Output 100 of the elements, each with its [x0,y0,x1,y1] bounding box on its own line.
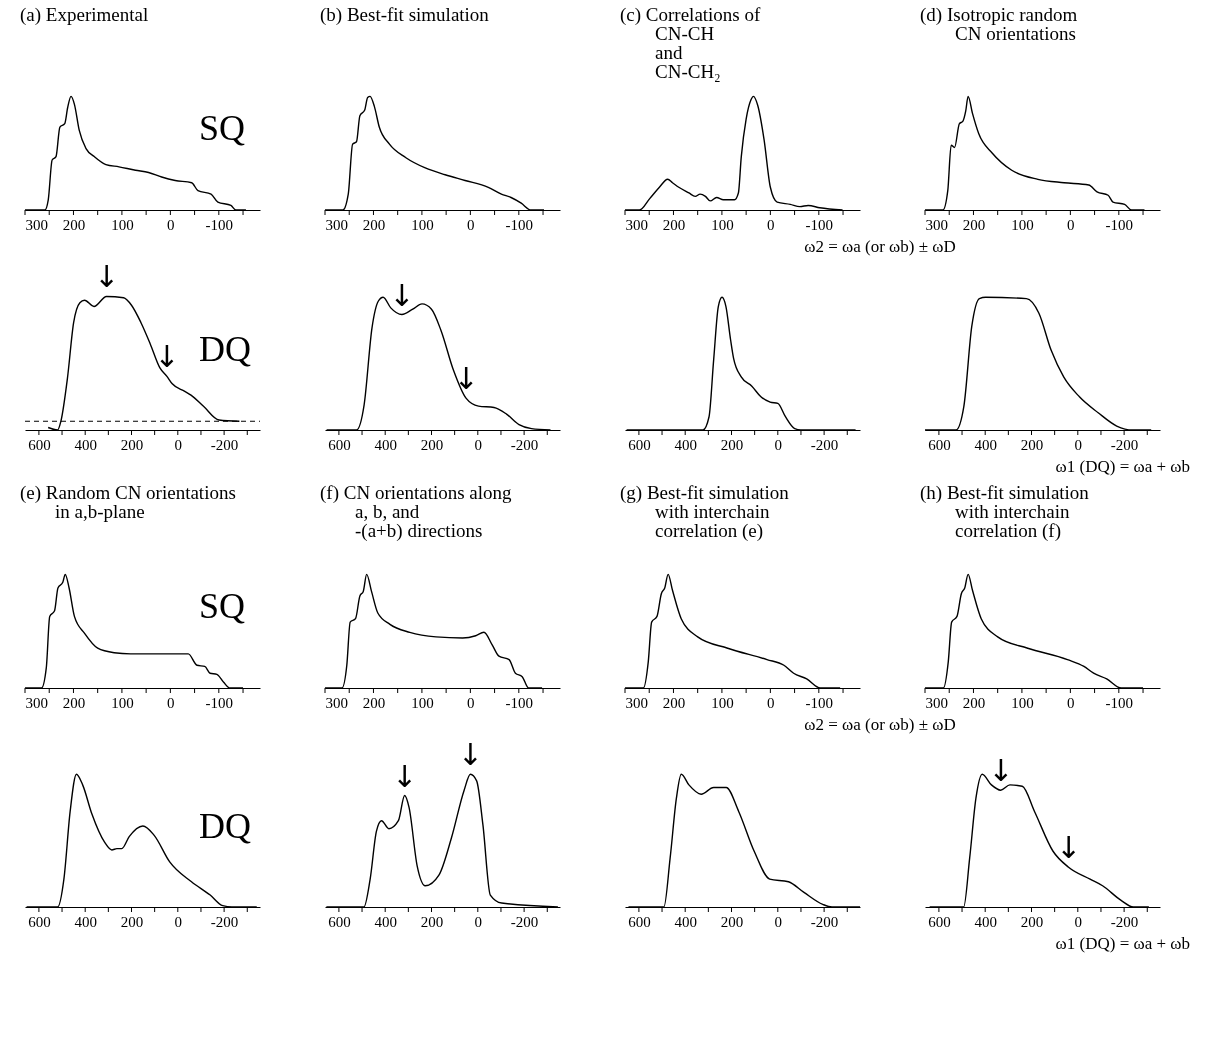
x-tick-label: 400 [674,436,697,453]
chart-title: (a) Experimental [20,4,149,26]
x-axis-title: ω1 (DQ) = ωa + ωb [1055,934,1190,953]
x-tick-label: 600 [628,436,651,453]
x-tick-label: -100 [205,694,234,711]
x-tick-label: -200 [210,436,239,453]
x-tick-label: 0 [167,216,175,233]
x-tick-label: 300 [325,694,348,711]
x-tick-label: 0 [1067,216,1075,233]
x-tick-label: 400 [374,913,397,930]
x-tick-label: 400 [674,913,697,930]
x-tick-label: 300 [925,694,948,711]
annotation: ↓ [389,277,415,313]
x-tick-label: 600 [328,913,351,930]
annotation: ↓ [1055,830,1082,866]
x-tick-label: 200 [420,913,444,930]
x-tick-label: 0 [467,216,475,233]
x-tick-label: 0 [774,913,783,930]
x-tick-label: 200 [720,913,744,930]
x-tick-label: 300 [25,694,48,711]
x-tick-label: 0 [767,216,775,233]
x-tick-label: 0 [1067,694,1075,711]
x-axis-title: ω1 (DQ) = ωa + ωb [1055,457,1190,476]
x-tick-label: 100 [1011,216,1034,233]
annotation: SQ [198,107,245,148]
x-tick-label: 300 [925,216,948,233]
chart-title: (d) Isotropic random CN orientations [920,4,1078,44]
x-tick-label: 100 [411,216,434,233]
annotation: DQ [198,805,251,846]
x-tick-label: 200 [62,694,86,711]
x-tick-label: 200 [362,694,386,711]
x-axis-title: ω2 = ωa (or ωb) ± ωD [804,237,956,256]
annotation: ↓ [93,259,120,295]
x-tick-label: -100 [505,694,534,711]
x-tick-label: 0 [1074,913,1083,930]
x-tick-label: -200 [810,913,839,930]
annotation: SQ [198,585,245,626]
x-tick-label: -200 [810,436,839,453]
x-tick-label: 400 [74,436,97,453]
x-tick-label: 200 [1020,436,1044,453]
x-tick-label: 100 [711,694,734,711]
x-tick-label: -100 [805,216,834,233]
x-tick-label: 200 [62,216,86,233]
x-tick-label: 0 [174,913,183,930]
x-tick-label: -200 [510,436,539,453]
x-tick-label: 0 [1074,436,1083,453]
x-tick-label: 200 [962,216,986,233]
annotation: ↓ [988,753,1014,789]
x-tick-label: 600 [628,913,651,930]
x-tick-label: 100 [1011,694,1034,711]
x-tick-label: 200 [962,694,986,711]
x-tick-label: 100 [711,216,734,233]
x-tick-label: 0 [767,694,775,711]
annotation: DQ [198,328,251,369]
x-tick-label: 200 [120,436,144,453]
x-tick-label: 100 [111,216,134,233]
x-tick-label: -100 [505,216,534,233]
x-tick-label: 0 [774,436,783,453]
x-tick-label: -100 [805,694,834,711]
x-tick-label: 200 [120,913,144,930]
annotation: ↓ [457,737,483,773]
x-tick-label: 100 [111,694,134,711]
x-tick-label: 0 [174,436,183,453]
x-tick-label: 400 [974,913,997,930]
x-tick-label: 300 [25,216,48,233]
x-tick-label: -200 [510,913,539,930]
x-tick-label: 300 [625,216,648,233]
x-tick-label: -200 [210,913,239,930]
x-tick-label: 600 [328,436,351,453]
chart-title: (f) CN orientations along a, b, and -(a+b) directions [320,482,513,542]
x-tick-label: 100 [411,694,434,711]
chart-title: (e) Random CN orientations in a,b-plane [20,482,236,522]
x-tick-label: 400 [74,913,97,930]
x-tick-label: 400 [974,436,997,453]
chart-title: (c) Correlations of CN-CH and CN-CH₂ [620,4,762,82]
x-tick-label: 600 [28,436,51,453]
x-tick-label: 300 [325,216,348,233]
x-tick-label: -100 [1105,216,1134,233]
x-axis-title: ω2 = ωa (or ωb) ± ωD [804,715,956,734]
x-tick-label: 600 [928,436,951,453]
x-tick-label: 0 [467,694,475,711]
x-tick-label: 600 [28,913,51,930]
x-tick-label: 200 [662,216,686,233]
x-tick-label: -200 [1110,913,1139,930]
x-tick-label: 200 [420,436,444,453]
x-tick-label: 400 [374,436,397,453]
chart-title: (g) Best-fit simulation with interchain correlation (e) [620,482,790,542]
annotation: ↓ [392,758,418,794]
x-tick-label: -200 [1110,436,1139,453]
x-tick-label: 200 [662,694,686,711]
chart-title: (b) Best-fit simulation [320,4,490,26]
x-tick-label: 600 [928,913,951,930]
annotation: ↓ [154,339,180,375]
x-tick-label: 200 [720,436,744,453]
x-tick-label: 200 [362,216,386,233]
x-tick-label: -100 [1105,694,1134,711]
x-tick-label: -100 [205,216,234,233]
x-tick-label: 200 [1020,913,1044,930]
x-tick-label: 0 [167,694,175,711]
chart-title: (h) Best-fit simulation with interchain correlation (f) [920,482,1090,542]
